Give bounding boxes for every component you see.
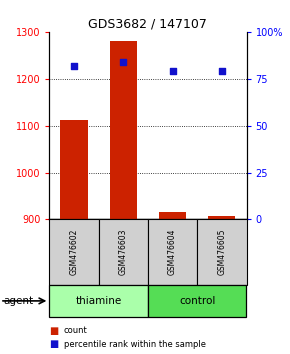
- Point: [170, 68, 175, 74]
- Text: percentile rank within the sample: percentile rank within the sample: [64, 339, 206, 349]
- Bar: [110, 41, 137, 354]
- Text: ■: ■: [49, 339, 59, 349]
- Bar: [49, 219, 99, 285]
- Text: agent: agent: [3, 296, 33, 306]
- Point: [121, 59, 126, 65]
- Text: GSM476604: GSM476604: [168, 229, 177, 275]
- Bar: [148, 219, 197, 285]
- Bar: [49, 285, 148, 317]
- Text: ■: ■: [49, 326, 59, 336]
- Point: [220, 68, 224, 74]
- Bar: [60, 120, 88, 354]
- Text: GSM476605: GSM476605: [217, 229, 226, 275]
- Point: [72, 63, 76, 68]
- Text: count: count: [64, 326, 88, 336]
- Text: control: control: [179, 296, 215, 306]
- Bar: [197, 219, 246, 285]
- Bar: [148, 285, 246, 317]
- Text: GSM476603: GSM476603: [119, 229, 128, 275]
- Title: GDS3682 / 147107: GDS3682 / 147107: [88, 18, 207, 31]
- Text: thiamine: thiamine: [75, 296, 122, 306]
- Bar: [99, 219, 148, 285]
- Text: GSM476602: GSM476602: [69, 229, 79, 275]
- Bar: [159, 211, 186, 354]
- Bar: [208, 216, 235, 354]
